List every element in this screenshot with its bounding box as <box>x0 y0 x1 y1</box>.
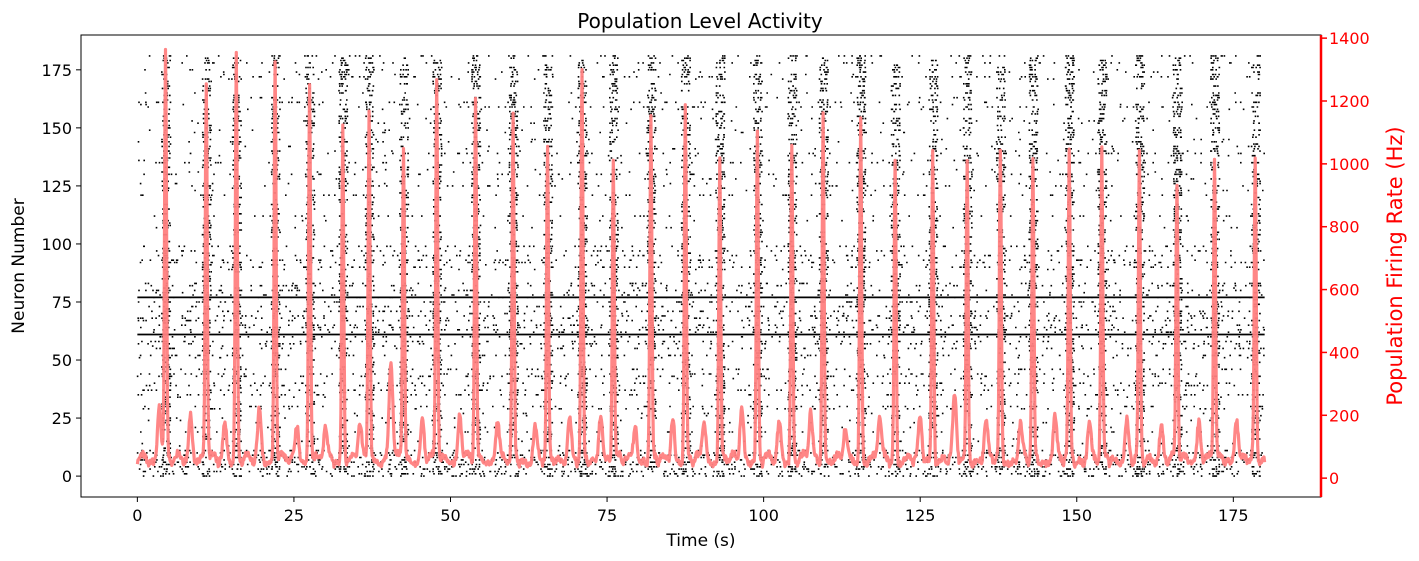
y-right-tick-label: 800 <box>1329 218 1360 237</box>
y-left-tick-label: 50 <box>52 351 72 370</box>
x-tick-label: 0 <box>132 506 142 525</box>
x-tick-label: 100 <box>748 506 779 525</box>
y-axis-right-title: Population Firing Rate (Hz) <box>1383 126 1407 405</box>
x-axis-title: Time (s) <box>665 531 735 551</box>
y-axis-right: 0 200 400 600 800 1000 1200 1400 <box>1319 29 1370 497</box>
y-left-tick-label: 175 <box>41 61 72 80</box>
chart-title: Population Level Activity <box>577 9 823 33</box>
x-axis: 0 25 50 75 100 125 150 175 <box>132 497 1249 525</box>
y-axis-left: 0 25 50 75 100 125 150 175 <box>41 61 81 486</box>
x-tick-label: 25 <box>284 506 304 525</box>
x-tick-label: 150 <box>1061 506 1092 525</box>
y-left-tick-label: 25 <box>52 409 72 428</box>
y-right-tick-label: 1200 <box>1329 92 1370 111</box>
y-right-tick-label: 0 <box>1329 469 1339 488</box>
firing-rate-series <box>135 47 1267 469</box>
y-right-tick-label: 400 <box>1329 343 1360 362</box>
y-left-tick-label: 75 <box>52 293 72 312</box>
y-left-tick-label: 125 <box>41 177 72 196</box>
y-right-tick-label: 600 <box>1329 281 1360 300</box>
x-tick-label: 75 <box>597 506 617 525</box>
x-tick-label: 125 <box>905 506 936 525</box>
plot-frame <box>80 34 1322 498</box>
y-left-tick-label: 0 <box>62 467 72 486</box>
y-left-tick-label: 100 <box>41 235 72 254</box>
y-right-tick-label: 1000 <box>1329 155 1370 174</box>
population-firing-rate-line <box>135 47 1267 469</box>
x-tick-label: 50 <box>440 506 460 525</box>
y-right-tick-label: 200 <box>1329 406 1360 425</box>
y-left-tick-label: 150 <box>41 119 72 138</box>
x-tick-label: 175 <box>1218 506 1249 525</box>
y-right-tick-label: 1400 <box>1329 29 1370 48</box>
y-axis-left-title: Neuron Number <box>9 198 29 333</box>
